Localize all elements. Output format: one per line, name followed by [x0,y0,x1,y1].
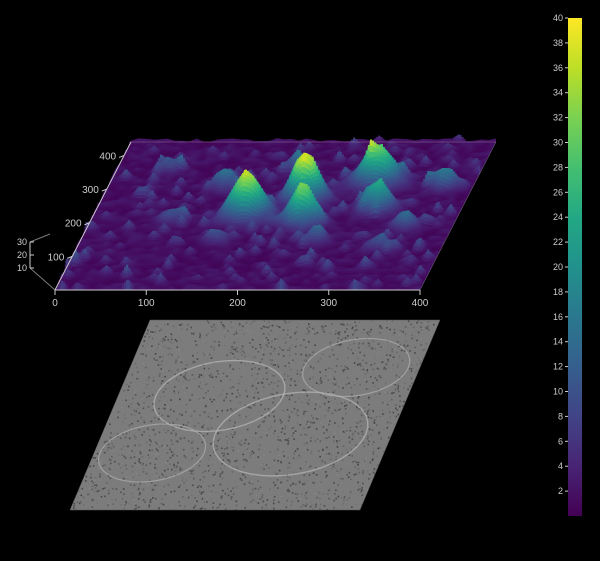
colorbar-tick-label: 20 [553,262,563,272]
colorbar-tick-label: 8 [558,411,563,421]
colorbar-tick-label: 12 [553,362,563,372]
plot-stage: 0100200300400100200300400102030246810121… [0,0,600,561]
colorbar-tick-label: 40 [553,13,563,23]
colorbar-tick-label: 34 [553,88,563,98]
z-tick-label: 20 [17,250,27,260]
x-tick-label: 100 [138,298,155,309]
colorbar-tick-label: 32 [553,113,563,123]
x-tick-label: 300 [320,298,337,309]
x-tick-label: 400 [412,298,429,309]
colorbar-tick-label: 30 [553,138,563,148]
y-tick-label: 400 [99,151,116,162]
plot-svg: 0100200300400100200300400102030246810121… [0,0,600,561]
y-tick-label: 100 [48,252,65,263]
colorbar-tick-label: 4 [558,461,563,471]
y-tick-label: 300 [82,185,99,196]
colorbar-tick-label: 28 [553,162,563,172]
colorbar-tick-label: 10 [553,387,563,397]
y-tick-label: 200 [65,219,82,230]
colorbar-tick-label: 16 [553,312,563,322]
colorbar-tick-label: 6 [558,436,563,446]
z-tick-label: 10 [17,263,27,273]
colorbar-tick-label: 2 [558,486,563,496]
x-tick-label: 200 [229,298,246,309]
colorbar-tick-label: 38 [553,38,563,48]
colorbar-tick-label: 14 [553,337,563,347]
x-tick-label: 0 [52,298,58,309]
colorbar-tick-label: 36 [553,63,563,73]
colorbar-tick-label: 26 [553,187,563,197]
colorbar-tick-label: 24 [553,212,563,222]
colorbar-tick-label: 22 [553,237,563,247]
colorbar-tick-label: 18 [553,287,563,297]
z-tick-label: 30 [17,237,27,247]
